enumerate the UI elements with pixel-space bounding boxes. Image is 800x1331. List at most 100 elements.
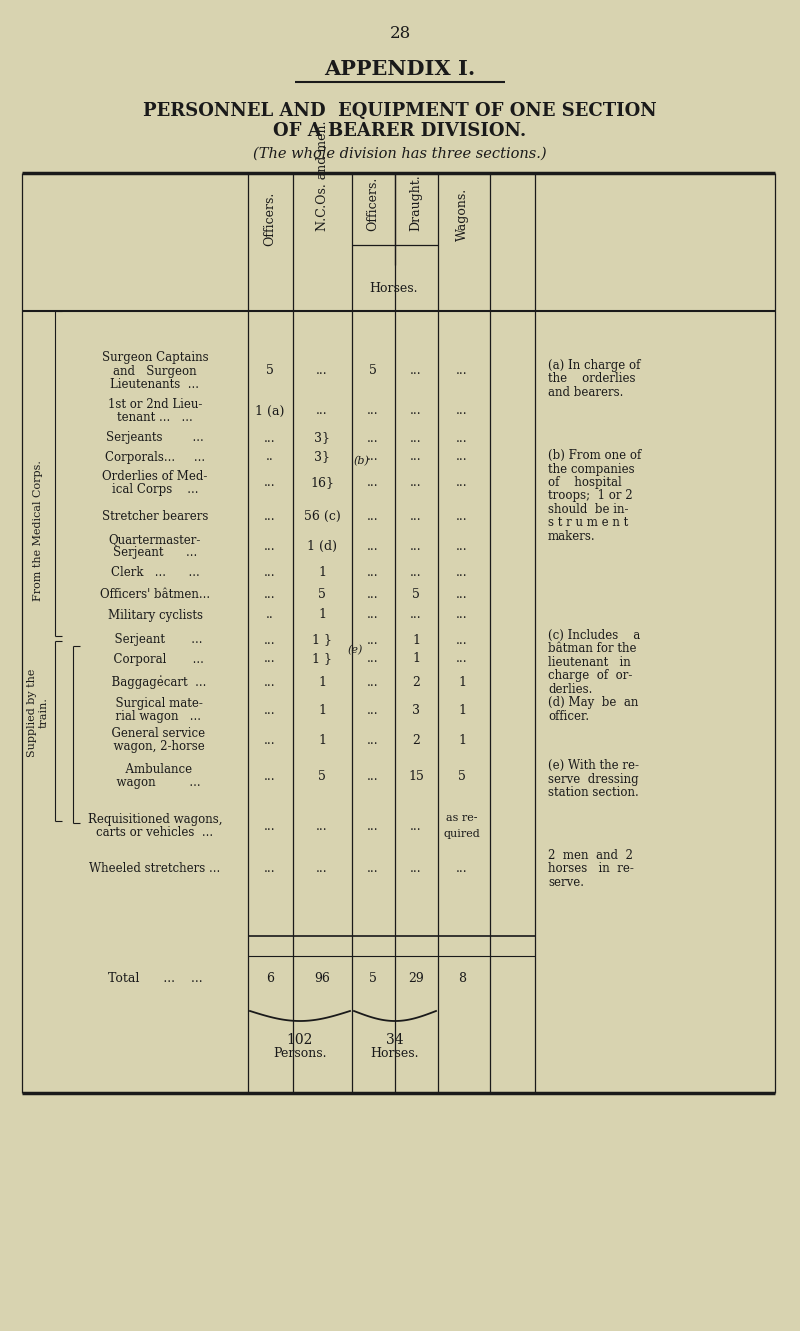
Text: (b): (b): [354, 455, 370, 466]
Text: 2: 2: [412, 676, 420, 688]
Text: Serjeant       ...: Serjeant ...: [107, 634, 202, 647]
Text: 96: 96: [314, 973, 330, 985]
Text: ...: ...: [410, 431, 422, 445]
Text: ...: ...: [456, 405, 468, 418]
Text: 1 }: 1 }: [312, 634, 332, 647]
Text: 2: 2: [412, 733, 420, 747]
Text: ...: ...: [367, 539, 379, 552]
Text: bâtman for the: bâtman for the: [548, 643, 637, 655]
Text: ...: ...: [456, 567, 468, 579]
Text: 8: 8: [458, 973, 466, 985]
Text: 5: 5: [369, 973, 377, 985]
Text: ...: ...: [456, 862, 468, 876]
Text: OF A BEARER DIVISION.: OF A BEARER DIVISION.: [274, 122, 526, 140]
Text: the companies: the companies: [548, 462, 634, 475]
Text: ...: ...: [264, 652, 276, 666]
Text: derlies.: derlies.: [548, 683, 592, 696]
Text: Horses.: Horses.: [370, 282, 418, 295]
Text: ...: ...: [367, 405, 379, 418]
Text: ...: ...: [410, 539, 422, 552]
Text: 3}: 3}: [314, 450, 330, 463]
Text: 1: 1: [318, 676, 326, 688]
Text: ...: ...: [456, 539, 468, 552]
Text: (a) In charge of: (a) In charge of: [548, 359, 640, 371]
Text: ...: ...: [264, 567, 276, 579]
Text: wagon, 2-horse: wagon, 2-horse: [106, 740, 204, 753]
Text: Corporals...     ...: Corporals... ...: [105, 450, 205, 463]
Text: Persons.: Persons.: [274, 1047, 326, 1059]
Text: ...: ...: [410, 476, 422, 490]
Text: ...: ...: [316, 820, 328, 832]
Text: 5: 5: [458, 769, 466, 783]
Text: ...: ...: [367, 608, 379, 622]
Text: ...: ...: [367, 820, 379, 832]
Text: makers.: makers.: [548, 530, 596, 543]
Text: tenant ...   ...: tenant ... ...: [117, 411, 193, 425]
Text: Serjeant      ...: Serjeant ...: [113, 546, 197, 559]
Text: quired: quired: [444, 829, 480, 839]
Text: ...: ...: [456, 510, 468, 523]
Text: (e) With the re-: (e) With the re-: [548, 759, 639, 772]
Text: and bearers.: and bearers.: [548, 386, 623, 399]
Text: serve.: serve.: [548, 876, 584, 889]
Text: 1: 1: [458, 676, 466, 688]
Text: 5: 5: [318, 587, 326, 600]
Text: wagon         ...: wagon ...: [109, 776, 201, 789]
Text: 5: 5: [266, 365, 274, 378]
Text: ...: ...: [316, 365, 328, 378]
Text: station section.: station section.: [548, 787, 638, 799]
Text: 29: 29: [408, 973, 424, 985]
Text: ...: ...: [264, 733, 276, 747]
Text: 6: 6: [266, 973, 274, 985]
Text: Serjeants        ...: Serjeants ...: [106, 431, 204, 445]
Text: and   Surgeon: and Surgeon: [113, 365, 197, 378]
Text: Officers.: Officers.: [366, 177, 379, 232]
Text: ...: ...: [410, 405, 422, 418]
Text: (e): (e): [348, 644, 363, 655]
Text: ...: ...: [367, 634, 379, 647]
Text: ...: ...: [410, 510, 422, 523]
Text: 1 }: 1 }: [312, 652, 332, 666]
Text: ...: ...: [367, 567, 379, 579]
Text: ...: ...: [367, 587, 379, 600]
Text: 1: 1: [412, 652, 420, 666]
Text: ..: ..: [266, 608, 274, 622]
Text: ..: ..: [266, 450, 274, 463]
Text: Stretcher bearers: Stretcher bearers: [102, 510, 208, 523]
Text: ...: ...: [456, 476, 468, 490]
Text: ...: ...: [367, 862, 379, 876]
Text: ...: ...: [367, 704, 379, 716]
Text: Horses.: Horses.: [370, 1047, 419, 1059]
Text: ...: ...: [367, 510, 379, 523]
Text: ...: ...: [264, 862, 276, 876]
Text: ...: ...: [456, 652, 468, 666]
Text: ...: ...: [456, 608, 468, 622]
Text: Clerk   ...      ...: Clerk ... ...: [110, 567, 199, 579]
Text: ...: ...: [264, 476, 276, 490]
Text: s t r u m e n t: s t r u m e n t: [548, 516, 628, 530]
Text: Officers' bâtmen...: Officers' bâtmen...: [100, 587, 210, 600]
Text: ...: ...: [456, 365, 468, 378]
Text: 5: 5: [318, 769, 326, 783]
Text: ...: ...: [456, 587, 468, 600]
Text: ...: ...: [410, 450, 422, 463]
Text: officer.: officer.: [548, 709, 589, 723]
Text: ...: ...: [264, 431, 276, 445]
Text: ...: ...: [456, 450, 468, 463]
Text: as re-: as re-: [446, 813, 478, 823]
Text: Lieutenants  ...: Lieutenants ...: [110, 378, 199, 390]
Text: 102: 102: [287, 1033, 313, 1047]
Text: 1: 1: [458, 704, 466, 716]
Text: 56 (c): 56 (c): [304, 510, 340, 523]
Text: Requisitioned wagons,: Requisitioned wagons,: [88, 813, 222, 827]
Text: ...: ...: [264, 704, 276, 716]
Text: 5: 5: [369, 365, 377, 378]
Text: ...: ...: [316, 862, 328, 876]
Text: General service: General service: [105, 727, 206, 740]
Text: ...: ...: [367, 476, 379, 490]
Text: ...: ...: [264, 510, 276, 523]
Text: Surgeon Captains: Surgeon Captains: [102, 351, 208, 365]
Text: ...: ...: [410, 862, 422, 876]
Text: ...: ...: [456, 634, 468, 647]
Text: ...: ...: [410, 820, 422, 832]
